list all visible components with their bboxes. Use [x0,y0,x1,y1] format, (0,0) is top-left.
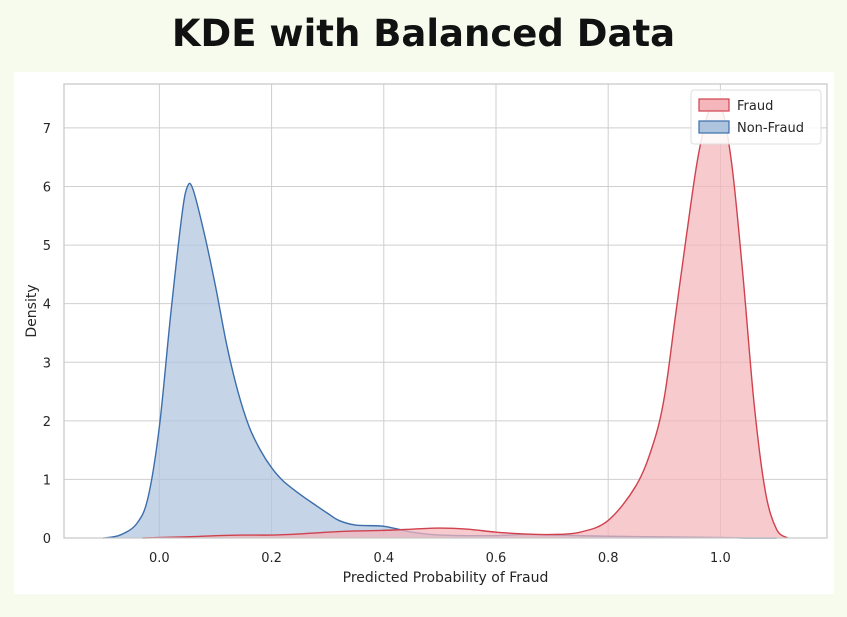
x-tick-label: 0.6 [486,551,507,566]
x-tick-label: 0.0 [149,551,170,566]
x-tick-label: 0.4 [373,551,394,566]
series-line-fraud [142,99,789,539]
y-tick-label: 3 [43,356,51,371]
plot-frame [63,83,828,539]
y-axis-label: Density [24,284,40,337]
y-tick-label: 1 [43,473,51,488]
legend-label-nonfraud: Non-Fraud [737,121,804,136]
y-tick-label: 0 [43,532,51,547]
legend-label-fraud: Fraud [737,99,773,114]
page-title: KDE with Balanced Data [171,12,676,55]
series-area-nonfraud [103,183,777,538]
legend[interactable]: Fraud Non-Fraud [690,89,822,145]
y-tick-label: 4 [43,298,51,313]
legend-swatch-nonfraud [698,120,730,134]
y-tick-label: 6 [43,181,51,196]
y-tick-label: 2 [43,415,51,430]
chart-card: 0.0 0.2 0.4 0.6 0.8 1.0 0 1 2 3 4 5 6 7 Predicted Pr… [14,72,834,594]
x-tick-labels: 0.0 0.2 0.4 0.6 0.8 1.0 [149,551,731,566]
x-tick-label: 0.2 [261,551,282,566]
kde-chart: 0.0 0.2 0.4 0.6 0.8 1.0 0 1 2 3 4 5 6 7 Predicted Pr… [24,83,828,586]
x-tick-label: 0.8 [598,551,619,566]
y-tick-label: 7 [43,122,51,137]
series-areas [103,99,789,539]
x-axis-label: Predicted Probability of Fraud [343,570,549,586]
x-tick-label: 1.0 [710,551,731,566]
y-tick-label: 5 [43,239,51,254]
y-tick-labels: 0 1 2 3 4 5 6 7 [43,122,51,547]
legend-swatch-fraud [698,98,730,112]
